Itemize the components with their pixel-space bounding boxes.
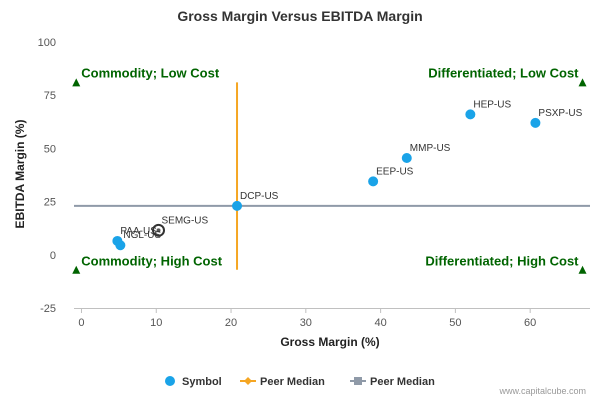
data-point-label: MMP-US	[410, 143, 451, 154]
data-point	[232, 200, 243, 211]
quadrant-marker-icon	[72, 78, 81, 87]
y-tick-label: 100	[38, 37, 56, 49]
data-point-label: HEP-US	[473, 99, 511, 110]
data-point-center	[156, 228, 161, 233]
quadrant-label: Differentiated; Low Cost	[428, 65, 579, 80]
plot-area: 0 10 20 30 40 50 60 -25 0 25 50 75 100 Commodity; Low…	[38, 37, 590, 329]
x-tick-label: 20	[225, 317, 237, 329]
data-point	[465, 109, 476, 120]
legend: Symbol Peer Median Peer Median	[165, 376, 435, 388]
legend-label: Peer Median	[260, 376, 325, 388]
y-tick-label: 0	[50, 250, 56, 262]
legend-peer-median-marker	[244, 377, 252, 385]
source-credit: www.capitalcube.com	[498, 386, 586, 396]
data-point	[115, 240, 126, 251]
data-point-label: DCP-US	[240, 191, 279, 202]
data-point-label: SEMG-US	[162, 215, 209, 226]
x-tick-label: 60	[524, 317, 536, 329]
x-axis-title: Gross Margin (%)	[280, 335, 379, 349]
x-tick-label: 40	[374, 317, 386, 329]
y-tick-label: 75	[44, 90, 56, 102]
quadrant-marker-icon	[578, 78, 587, 87]
y-axis-title: EBITDA Margin (%)	[13, 120, 27, 229]
x-tick-label: 10	[150, 317, 162, 329]
data-point-label: PSXP-US	[538, 108, 582, 119]
legend-symbol-marker	[165, 376, 175, 386]
chart-title: Gross Margin Versus EBITDA Margin	[177, 8, 422, 24]
x-tick-label: 30	[300, 317, 312, 329]
data-point	[530, 117, 541, 128]
y-tick-label: -25	[40, 303, 56, 315]
data-point-label: PAA-US	[120, 226, 157, 237]
quadrant-marker-icon	[578, 265, 587, 274]
y-tick-label: 25	[44, 197, 56, 209]
data-point-label: EEP-US	[376, 166, 414, 177]
y-tick-label: 50	[44, 143, 56, 155]
data-point	[401, 152, 412, 163]
data-point	[368, 176, 379, 187]
quadrant-label: Commodity; Low Cost	[81, 65, 220, 80]
legend-label: Peer Median	[370, 376, 435, 388]
quadrant-label: Commodity; High Cost	[81, 254, 222, 269]
legend-label: Symbol	[182, 376, 222, 388]
legend-peer-median-marker	[354, 377, 362, 385]
data-point-label: NGL-US	[123, 230, 161, 241]
quadrant-marker-icon	[72, 265, 81, 274]
x-tick-label: 50	[449, 317, 461, 329]
x-tick-label: 0	[78, 317, 84, 329]
quadrant-label: Differentiated; High Cost	[425, 254, 579, 269]
